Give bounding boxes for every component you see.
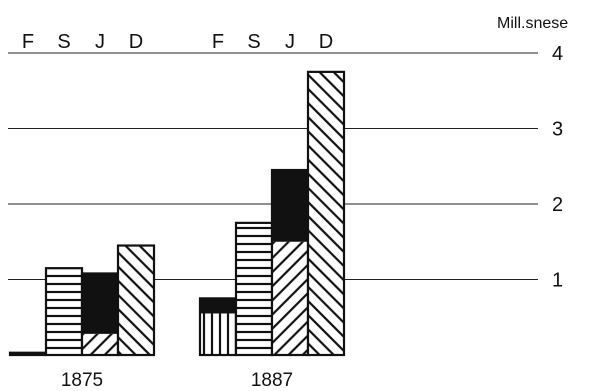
bar-1887-D-seg0 <box>308 71 344 355</box>
labels: 1 2 3 4 Mill.snese F S J D 1875 F S J D 1887 <box>22 15 568 391</box>
bar-outline-1887-D <box>306 70 346 357</box>
bar-1887-F-seg1 <box>200 298 236 314</box>
bar-1875-S-seg0 <box>46 268 82 355</box>
group-label: 1875 <box>61 370 103 391</box>
bars <box>8 70 346 357</box>
bar-1875-J-seg0 <box>82 333 118 355</box>
category-label: S <box>57 31 70 53</box>
bar-1887-J-seg1 <box>272 170 308 242</box>
y-tick-label: 1 <box>552 270 563 292</box>
category-label: F <box>22 31 34 53</box>
bar-1875-J-seg1 <box>82 273 118 334</box>
category-label: F <box>212 31 224 53</box>
bar-outline-1875-D <box>116 244 156 357</box>
bar-1887-J-seg0 <box>272 241 308 355</box>
category-label: D <box>129 31 143 53</box>
bar-1887-F-seg0 <box>200 313 236 355</box>
category-label: J <box>95 31 105 53</box>
group-label: 1887 <box>251 370 293 391</box>
category-label: J <box>285 31 295 53</box>
y-tick-label: 4 <box>552 43 563 65</box>
y-tick-label: 2 <box>552 194 563 216</box>
category-label: D <box>319 31 333 53</box>
category-label: S <box>247 31 260 53</box>
bar-1875-D-seg0 <box>118 245 154 355</box>
bar-1875-F-seg0 <box>10 352 46 355</box>
y-axis-label: Mill.snese <box>497 15 568 32</box>
y-tick-label: 3 <box>552 119 563 141</box>
bar-1887-S-seg0 <box>236 222 272 355</box>
